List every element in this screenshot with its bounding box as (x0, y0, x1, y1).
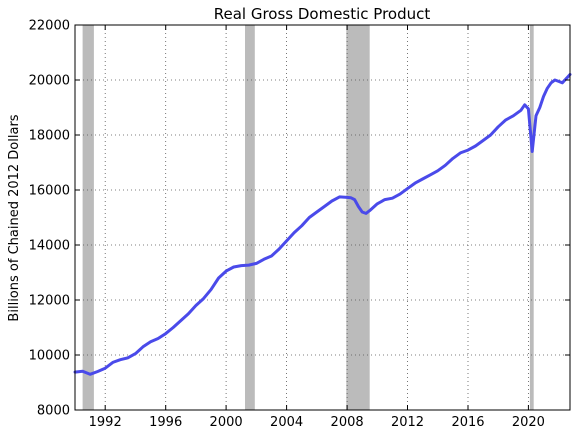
recession-bands (82, 25, 534, 410)
x-tick-label: 2020 (512, 415, 545, 430)
y-tick-label: 22000 (29, 19, 70, 34)
recession-band (245, 25, 255, 410)
x-tick-label: 2012 (391, 415, 424, 430)
chart-title: Real Gross Domestic Product (214, 5, 431, 23)
y-tick-label: 14000 (29, 239, 70, 254)
y-tick-label: 12000 (29, 294, 70, 309)
x-tick-label: 1992 (89, 415, 122, 430)
y-tick-label: 18000 (29, 129, 70, 144)
x-tick-label: 2008 (331, 415, 364, 430)
y-tick-label: 16000 (29, 184, 70, 199)
x-tick-label: 1996 (149, 415, 182, 430)
y-axis-label: Billions of Chained 2012 Dollars (7, 114, 22, 321)
axis-ticks: 1992 1996 2000 2004 2008 2012 2016 2020 8000 1000… (29, 19, 570, 430)
y-tick-label: 10000 (29, 349, 70, 364)
recession-band (529, 25, 534, 410)
x-tick-label: 2016 (451, 415, 484, 430)
plot-frame (74, 24, 571, 411)
series-layer (73, 73, 572, 376)
recession-band (346, 25, 370, 410)
y-tick-label: 8000 (37, 404, 70, 419)
x-tick-label: 2004 (270, 415, 303, 430)
y-tick-label: 20000 (29, 74, 70, 89)
gdp-series-line (73, 73, 572, 376)
x-tick-label: 2000 (210, 415, 243, 430)
recession-band (82, 25, 94, 410)
